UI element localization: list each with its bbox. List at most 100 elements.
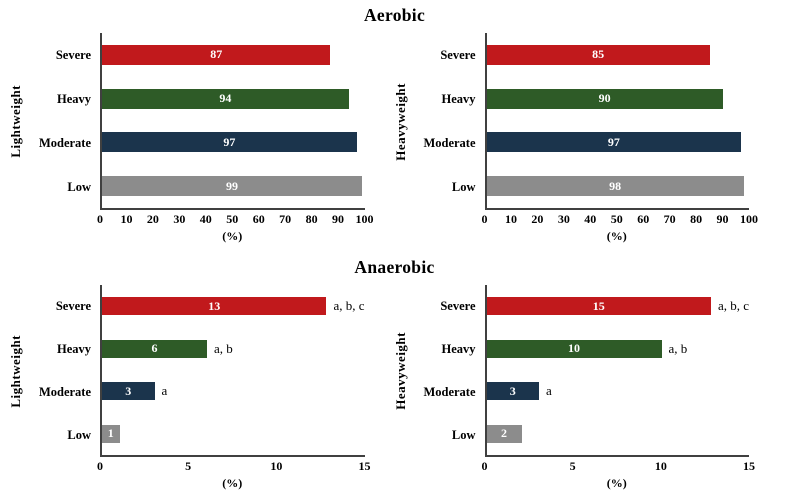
x-axis-tick: 20	[531, 212, 544, 226]
bar-row: 97	[102, 132, 365, 153]
y-axis-label: Lightweight	[6, 33, 26, 210]
category-label: Severe	[55, 299, 91, 313]
category-label: Severe	[440, 299, 476, 313]
chart-panel-lightweight: Lightweight Severe Heavy Moderate Low 87 94 97 9…	[6, 33, 374, 245]
x-axis-title: (%)	[222, 229, 243, 243]
bar-value-label: 85	[592, 47, 605, 62]
bar-low: 1	[102, 424, 120, 443]
bar-row: 97	[486, 132, 750, 153]
x-axis-title: (%)	[606, 229, 627, 243]
x-axis-tick: 40	[199, 212, 212, 226]
x-axis-tick: 60	[637, 212, 650, 226]
panel-grid: Lightweight Severe Heavy Moderate Low 87 94 97 9…	[6, 33, 374, 245]
y-axis-label: Heavyweight	[391, 33, 411, 210]
bar-value-label: 87	[210, 47, 223, 62]
bar-row: 10 a, b	[486, 339, 750, 358]
chart-section-aerobic: Aerobic Lightweight Severe Heavy Moderate Low…	[0, 3, 789, 245]
bar-moderate: 3	[486, 382, 539, 401]
bar-row: 2	[486, 424, 750, 443]
bar-moderate: 3	[102, 382, 155, 401]
bar-row: 85	[486, 44, 750, 65]
y-axis-label-text: Heavyweight	[392, 82, 408, 161]
bar-row: 98	[486, 176, 750, 197]
y-axis-label-text: Heavyweight	[392, 332, 408, 410]
category-label: Heavy	[56, 91, 91, 106]
x-axis-tick: 0	[97, 459, 103, 473]
y-axis-label-text: Lightweight	[8, 334, 23, 408]
y-axis-label-text: Lightweight	[8, 85, 23, 158]
bar-row: 1	[102, 424, 365, 443]
bar-value-label: 98	[609, 178, 622, 193]
category-label: Severe	[55, 47, 91, 62]
chart-section-anaerobic: Anaerobic Lightweight Severe Heavy Moderate L…	[0, 255, 789, 492]
x-axis-tick: 30	[173, 212, 186, 226]
category-label: Severe	[440, 47, 476, 62]
bar-value-label: 97	[223, 134, 236, 149]
category-label: Low	[67, 428, 91, 442]
category-labels: Severe Heavy Moderate Low	[411, 33, 485, 210]
bar-value-label: 10	[568, 341, 580, 356]
significance-annotation: a, b, c	[333, 298, 365, 314]
x-axis-tick: 70	[279, 212, 292, 226]
x-axis-tick: 40	[584, 212, 597, 226]
x-axis-tick: 10	[504, 212, 517, 226]
bar-row: 15 a, b, c	[486, 297, 749, 316]
category-label: Heavy	[56, 342, 91, 356]
bar-value-label: 2	[501, 426, 507, 441]
category-label: Moderate	[38, 136, 91, 151]
panel-grid: Heavyweight Severe Heavy Moderate Low 15 a, b,…	[391, 285, 756, 492]
y-axis-label: Heavyweight	[391, 285, 411, 457]
plot-area: 85 90 97 98	[484, 33, 750, 210]
x-axis-tick: 50	[226, 212, 239, 226]
bar-row: 87	[102, 44, 365, 65]
x-axis-ticks: 0 5 10 15	[97, 459, 371, 476]
bar-value-label: 3	[509, 383, 516, 398]
x-axis-tick: 0	[481, 212, 488, 226]
panel-grid: Lightweight Severe Heavy Moderate Low 13 a, b,…	[6, 285, 371, 492]
y-axis-label: Lightweight	[6, 285, 26, 457]
bar-moderate: 97	[102, 132, 357, 153]
category-label: Moderate	[423, 136, 476, 151]
category-label: Low	[67, 180, 91, 195]
chart-panel-lightweight: Lightweight Severe Heavy Moderate Low 13 a, b,…	[6, 285, 371, 492]
significance-annotation: a	[161, 383, 168, 399]
x-axis-title: (%)	[222, 476, 243, 490]
x-axis-tick: 80	[690, 212, 703, 226]
bar-heavy: 6	[102, 339, 207, 358]
x-axis-tick: 0	[97, 212, 103, 226]
category-label: Low	[451, 180, 476, 195]
category-label: Heavy	[441, 91, 476, 106]
plot-area: 87 94 97 99	[100, 33, 365, 210]
chart-panel-heavyweight: Heavyweight Severe Heavy Moderate Low 85 90 97 9…	[391, 33, 758, 245]
x-axis-tick: 20	[146, 212, 159, 226]
bar-severe: 15	[486, 297, 711, 316]
bar-row: 99	[102, 176, 365, 197]
bar-low: 98	[486, 176, 744, 197]
x-axis-tick: 90	[332, 212, 345, 226]
category-label: Heavy	[441, 342, 476, 356]
bar-value-label: 15	[592, 298, 605, 313]
bar-severe: 13	[102, 297, 327, 316]
bar-row: 13 a, b, c	[102, 297, 365, 316]
x-axis-ticks: 0 5 10 15	[482, 459, 756, 476]
x-axis-tick: 50	[610, 212, 623, 226]
bar-row: 6 a, b	[102, 339, 365, 358]
x-axis-ticks: 0 10 20 30 40 50 60 70 80 90 100	[97, 212, 374, 229]
category-label: Moderate	[423, 385, 476, 399]
significance-annotation: a	[546, 383, 552, 399]
bar-value-label: 1	[107, 426, 114, 441]
bar-value-label: 6	[151, 341, 158, 356]
x-axis-tick: 100	[740, 212, 758, 226]
significance-annotation: a, b	[668, 340, 688, 356]
category-labels: Severe Heavy Moderate Low	[26, 285, 100, 457]
bar-moderate: 97	[486, 132, 742, 153]
significance-annotation: a, b	[214, 340, 233, 356]
bar-value-label: 97	[607, 134, 620, 149]
section-title: Aerobic	[363, 5, 426, 25]
x-axis-tick: 100	[355, 212, 374, 226]
